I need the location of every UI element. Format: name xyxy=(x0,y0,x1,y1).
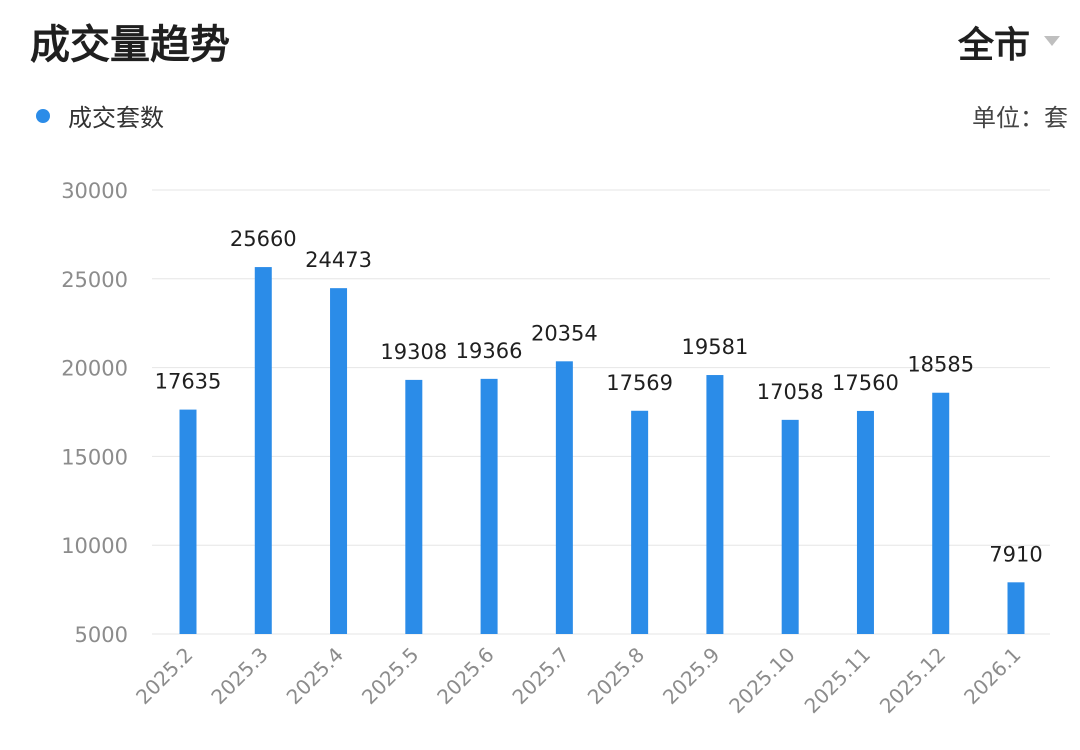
bar xyxy=(555,361,573,634)
x-tick-label: 2025.7 xyxy=(507,643,573,709)
bars xyxy=(179,267,1025,634)
data-label: 24473 xyxy=(305,248,372,272)
bar xyxy=(706,375,724,634)
bar xyxy=(781,419,799,634)
data-label: 20354 xyxy=(531,321,598,345)
data-label: 17058 xyxy=(757,380,824,404)
data-label: 25660 xyxy=(230,227,297,251)
y-tick-label: 30000 xyxy=(61,179,128,203)
x-tick-label: 2025.3 xyxy=(206,643,272,709)
x-tick-label: 2025.10 xyxy=(724,643,799,718)
x-tick-label: 2025.12 xyxy=(875,643,950,718)
y-tick-label: 10000 xyxy=(61,534,128,558)
caret-down-icon[interactable] xyxy=(1044,36,1060,46)
legend[interactable]: 成交套数 xyxy=(36,98,164,133)
legend-label: 成交套数 xyxy=(68,104,164,132)
bar xyxy=(330,288,348,634)
x-tick-label: 2025.4 xyxy=(282,643,348,709)
x-tick-label: 2025.11 xyxy=(800,643,875,718)
data-label: 19308 xyxy=(380,340,447,364)
legend-dot-icon xyxy=(36,108,50,123)
data-label: 7910 xyxy=(989,542,1042,566)
bar xyxy=(631,410,649,634)
y-tick-label: 5000 xyxy=(75,623,128,647)
x-tick-label: 2025.5 xyxy=(357,643,423,709)
y-tick-label: 20000 xyxy=(61,357,128,381)
data-label: 19581 xyxy=(682,335,749,359)
data-label: 19366 xyxy=(456,339,523,363)
city-selector[interactable]: 全市 xyxy=(957,25,1030,66)
x-tick-label: 2025.6 xyxy=(432,643,498,709)
y-axis-ticks: 5000 10000 15000 20000 25000 30000 xyxy=(61,179,128,647)
x-tick-label: 2025.9 xyxy=(658,643,724,709)
unit-label: 单位：套 xyxy=(972,104,1068,132)
bar xyxy=(932,392,950,634)
data-labels: 17635 25660 24473 19308 19366 20354 17569 19581… xyxy=(155,227,1043,566)
bar xyxy=(254,267,272,634)
data-label: 17560 xyxy=(832,371,899,395)
chart-title: 成交量趋势 xyxy=(30,22,230,68)
x-tick-label: 2026.1 xyxy=(959,643,1025,709)
bar xyxy=(1007,582,1025,634)
y-tick-label: 15000 xyxy=(61,445,128,469)
grid-lines xyxy=(152,189,1050,635)
bar xyxy=(405,379,423,634)
data-label: 18585 xyxy=(907,353,974,377)
bar xyxy=(856,410,874,634)
bar xyxy=(179,409,197,634)
data-label: 17635 xyxy=(155,370,222,394)
x-tick-label: 2025.2 xyxy=(131,643,197,709)
x-tick-label: 2025.8 xyxy=(583,643,649,709)
bar xyxy=(480,378,498,634)
data-label: 17569 xyxy=(606,371,673,395)
x-axis-ticks: 2025.2 2025.3 2025.4 2025.5 2025.6 2025.7 2025… xyxy=(131,643,1025,718)
y-tick-label: 25000 xyxy=(61,268,128,292)
